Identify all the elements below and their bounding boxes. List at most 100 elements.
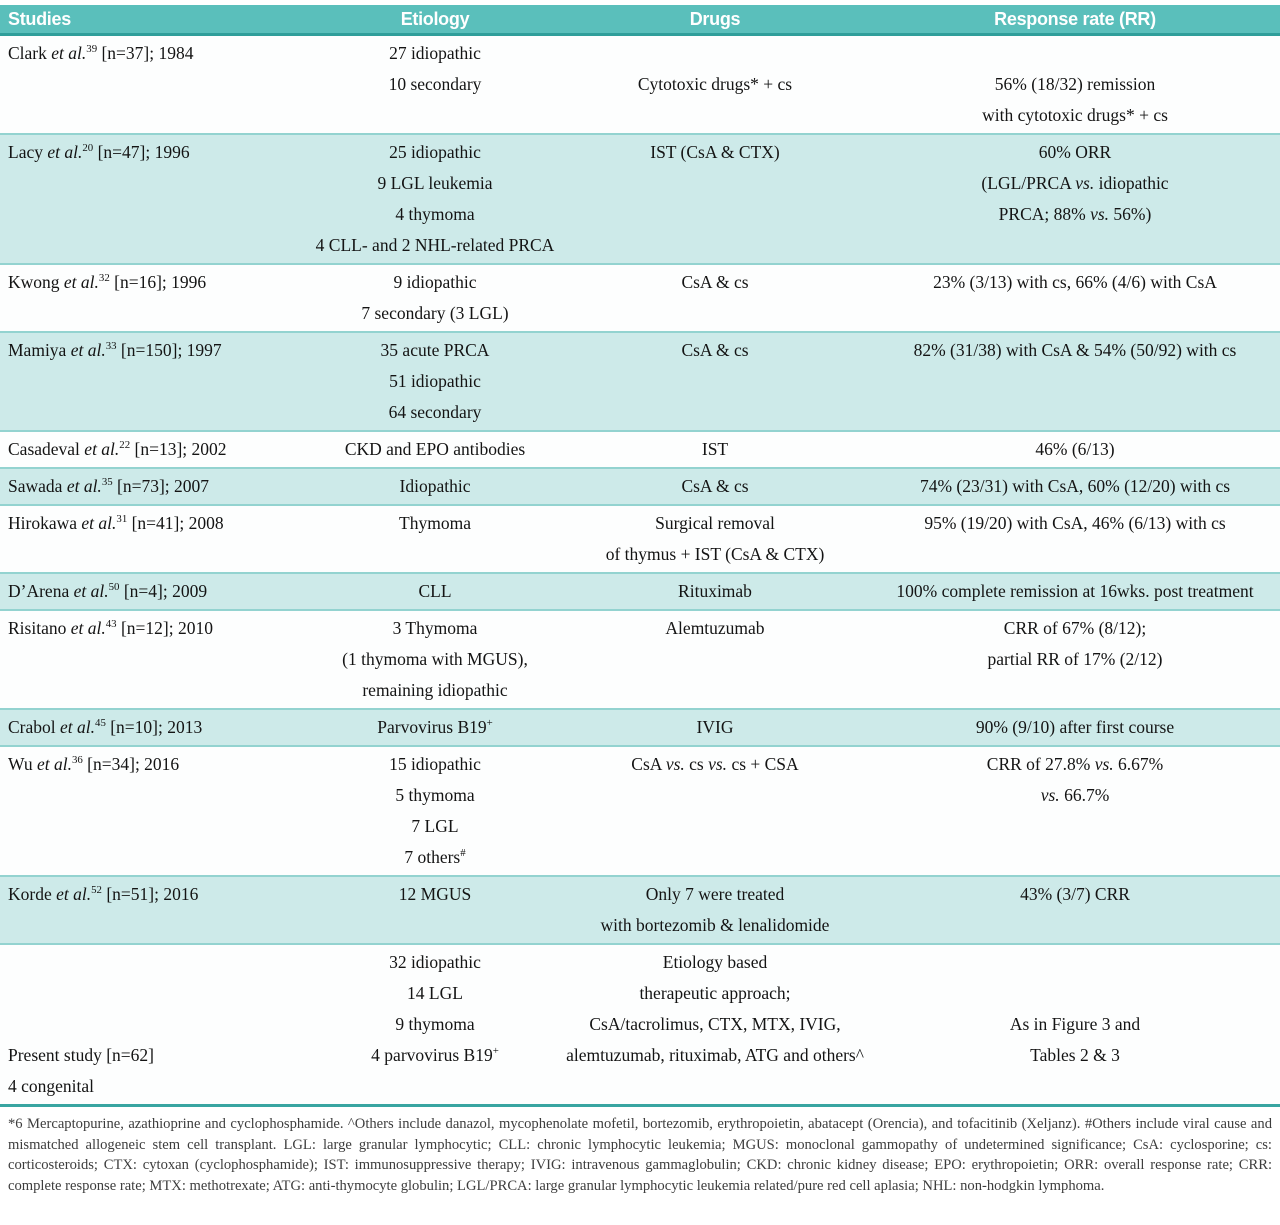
text-line: CsA/tacrolimus, CTX, MTX, IVIG, [589, 1014, 841, 1034]
table-row: D’Arena et al.50 [n=4]; 2009 CLL Rituximab… [0, 572, 1280, 609]
cell-studies: Risitano et al.43 [n=12]; 2010 [0, 613, 310, 706]
text-line: 5 thymoma [395, 785, 475, 805]
column-header-response-rate: Response rate (RR) [994, 8, 1156, 29]
text-line [8, 978, 310, 1009]
cell-etiology: Thymoma [310, 508, 560, 570]
cell-studies: Wu et al.36 [n=34]; 2016 [0, 749, 310, 873]
cell-studies: Mamiya et al.33 [n=150]; 1997 [0, 335, 310, 428]
cell-etiology: Parvovirus B19+ [310, 712, 560, 743]
text-line: 90% (9/10) after first course [975, 717, 1175, 737]
text-line: of thymus + IST (CsA & CTX) [605, 544, 825, 564]
cell-studies: Present study [n=62] 4 congenital [0, 947, 310, 1102]
text-line: 95% (19/20) with CsA, 46% (6/13) with cs [924, 513, 1226, 533]
cell-etiology: CLL [310, 576, 560, 607]
text-line [870, 38, 1280, 69]
cell-etiology: 25 idiopathic 9 LGL leukemia 4 thymoma 4 CL… [310, 137, 560, 261]
text-line [560, 38, 870, 69]
text-line: Tables 2 & 3 [1030, 1045, 1120, 1065]
text-line: As in Figure 3 and [1009, 1014, 1141, 1034]
text-line: Rituximab [678, 581, 752, 601]
text-line: IVIG [696, 717, 734, 737]
text-line: Parvovirus B19+ [377, 717, 493, 737]
text-line: Casadeval et al.22 [n=13]; 2002 [8, 439, 227, 459]
text-line: 25 idiopathic [389, 142, 481, 162]
cell-drugs: CsA & cs [560, 267, 870, 329]
cell-etiology: 32 idiopathic 14 LGL 9 thymoma 4 parvovirus… [310, 947, 560, 1102]
cell-response: 60% ORR (LGL/PRCA vs. idiopathic PRCA; 88%… [870, 137, 1280, 261]
cell-drugs: Alemtuzumab [560, 613, 870, 706]
table-row: Wu et al.36 [n=34]; 2016 15 idiopathic 5 t… [0, 745, 1280, 875]
text-line: 4 thymoma [395, 204, 475, 224]
text-line [8, 947, 310, 978]
cell-response: CRR of 67% (8/12); partial RR of 17% (2/1… [870, 613, 1280, 706]
table-row: Kwong et al.32 [n=16]; 1996 9 idiopathic 7… [0, 263, 1280, 331]
text-line: partial RR of 17% (2/12) [987, 649, 1163, 669]
text-line: CRR of 27.8% vs. 6.67% [986, 754, 1164, 774]
cell-drugs: Surgical removal of thymus + IST (CsA & C… [560, 508, 870, 570]
text-line: 46% (6/13) [1035, 439, 1115, 459]
text-line: 74% (23/31) with CsA, 60% (12/20) with c… [919, 476, 1231, 496]
text-line: therapeutic approach; [639, 983, 791, 1003]
text-line [870, 978, 1280, 1009]
column-header-drugs: Drugs [689, 8, 741, 29]
cell-etiology: 35 acute PRCA 51 idiopathic 64 secondary [310, 335, 560, 428]
column-header-studies: Studies [8, 8, 71, 29]
text-line: 7 LGL [411, 816, 459, 836]
text-line: 14 LGL [407, 983, 463, 1003]
text-line: Hirokawa et al.31 [n=41]; 2008 [8, 513, 224, 533]
text-line: Cytotoxic drugs* + cs [637, 74, 793, 94]
cell-studies: Casadeval et al.22 [n=13]; 2002 [0, 434, 310, 465]
cell-etiology: 3 Thymoma (1 thymoma with MGUS), remaining… [310, 613, 560, 706]
cell-response: 95% (19/20) with CsA, 46% (6/13) with cs [870, 508, 1280, 570]
text-line: Lacy et al.20 [n=47]; 1996 [8, 142, 190, 162]
table-header-row: Studies Etiology Drugs Response rate (RR… [0, 5, 1280, 36]
table-row: Lacy et al.20 [n=47]; 1996 25 idiopathic 9… [0, 133, 1280, 263]
text-line: (1 thymoma with MGUS), [342, 649, 528, 669]
text-line: 51 idiopathic [389, 371, 481, 391]
cell-response: 23% (3/13) with cs, 66% (4/6) with CsA [870, 267, 1280, 329]
text-line: 3 Thymoma [392, 618, 478, 638]
text-line: 27 idiopathic [389, 43, 481, 63]
text-line: Risitano et al.43 [n=12]; 2010 [8, 618, 213, 638]
cell-studies: Kwong et al.32 [n=16]; 1996 [0, 267, 310, 329]
cell-response: 56% (18/32) remission with cytotoxic drug… [870, 38, 1280, 131]
text-line: Sawada et al.35 [n=73]; 2007 [8, 476, 210, 496]
text-line: 35 acute PRCA [380, 340, 490, 360]
cell-etiology: 15 idiopathic 5 thymoma 7 LGL 7 others# [310, 749, 560, 873]
text-line: CsA vs. cs vs. cs + CSA [631, 754, 799, 774]
table-row: Mamiya et al.33 [n=150]; 1997 35 acute PR… [0, 331, 1280, 430]
text-line: 4 parvovirus B19+ [371, 1045, 499, 1065]
text-line: Surgical removal [655, 513, 775, 533]
cell-studies: Lacy et al.20 [n=47]; 1996 [0, 137, 310, 261]
text-line: alemtuzumab, rituximab, ATG and others^ [566, 1045, 864, 1065]
text-line: Idiopathic [399, 476, 471, 496]
text-line: 12 MGUS [398, 884, 472, 904]
text-line: 9 LGL leukemia [377, 173, 493, 193]
table-body: Clark et al.39 [n=37]; 1984 27 idiopathic… [0, 36, 1280, 1104]
text-line: 23% (3/13) with cs, 66% (4/6) with CsA [933, 272, 1217, 292]
cell-drugs: IST [560, 434, 870, 465]
text-line: 10 secondary [388, 74, 482, 94]
cell-response: 100% complete remission at 16wks. post t… [870, 576, 1280, 607]
text-line: 15 idiopathic [389, 754, 481, 774]
cell-etiology: Idiopathic [310, 471, 560, 502]
table-row: Sawada et al.35 [n=73]; 2007 Idiopathic Cs… [0, 467, 1280, 504]
cell-etiology: 27 idiopathic 10 secondary [310, 38, 560, 131]
cell-etiology: 9 idiopathic 7 secondary (3 LGL) [310, 267, 560, 329]
cell-drugs: CsA vs. cs vs. cs + CSA [560, 749, 870, 873]
text-line: 56% (18/32) remission [994, 74, 1156, 94]
table-row: Korde et al.52 [n=51]; 2016 12 MGUS Only 7… [0, 875, 1280, 943]
cell-drugs: Cytotoxic drugs* + cs [560, 38, 870, 131]
text-line: Clark et al.39 [n=37]; 1984 [8, 43, 194, 63]
cell-studies: Crabol et al.45 [n=10]; 2013 [0, 712, 310, 743]
text-line: 82% (31/38) with CsA & 54% (50/92) with … [913, 340, 1237, 360]
text-line: Alemtuzumab [665, 618, 765, 638]
cell-studies: Sawada et al.35 [n=73]; 2007 [0, 471, 310, 502]
cell-etiology: 12 MGUS [310, 879, 560, 941]
text-line: PRCA; 88% vs. 56%) [998, 204, 1152, 224]
text-line: Etiology based [662, 952, 768, 972]
text-line: CsA & cs [681, 476, 749, 496]
cell-drugs: IST (CsA & CTX) [560, 137, 870, 261]
text-line: 64 secondary [388, 402, 482, 422]
